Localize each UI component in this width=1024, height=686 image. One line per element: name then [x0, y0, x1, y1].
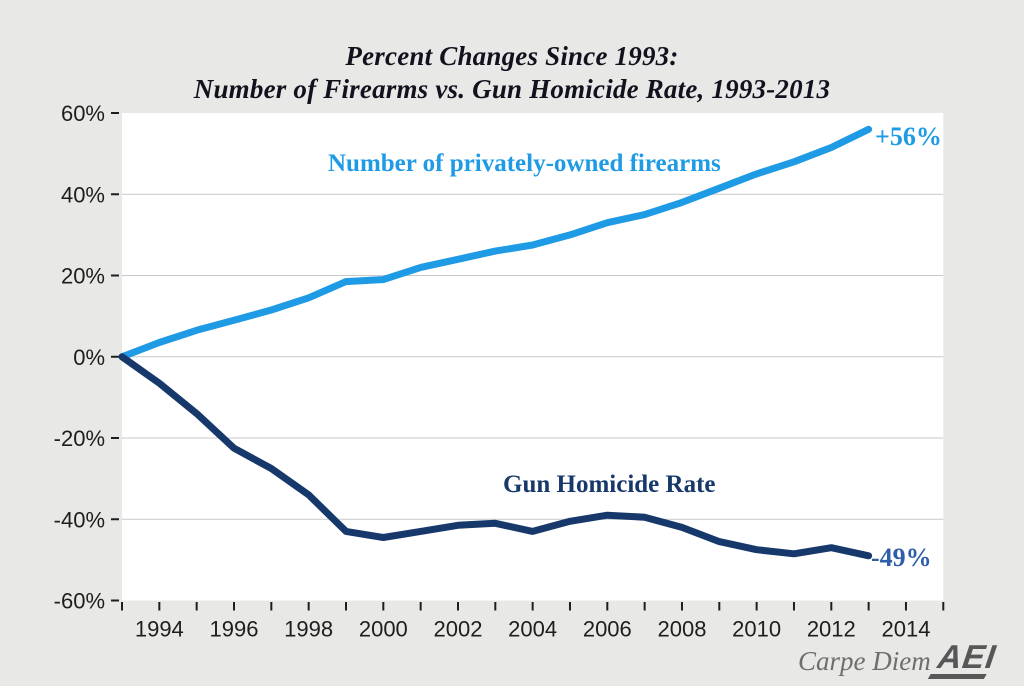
y-axis-tick-label: -40% [54, 507, 105, 532]
firearms-series-label: Number of privately-owned firearms [328, 150, 721, 177]
x-axis-tick-label: 1996 [210, 617, 259, 642]
x-axis-tick-label: 2002 [434, 617, 483, 642]
y-axis-tick-label: -60% [54, 589, 105, 614]
y-axis-tick-label: 0% [73, 345, 105, 370]
y-axis-tick-label: 20% [61, 264, 105, 289]
y-axis-tick-label: 40% [61, 182, 105, 207]
page-title: Percent Changes Since 1993: Number of Fi… [0, 40, 1024, 106]
x-axis-tick-label: 2000 [359, 617, 408, 642]
homicide-series-label: Gun Homicide Rate [503, 471, 716, 498]
aei-logo-underline [927, 674, 987, 679]
firearms-line [118, 125, 873, 361]
y-axis-tick-label: 60% [61, 101, 105, 126]
carpe-diem-credit: Carpe Diem [798, 646, 931, 676]
aei-logo: AEI [927, 638, 999, 679]
page-title-line2: Number of Firearms vs. Gun Homicide Rate… [193, 74, 831, 104]
y-axis-tick-label: -20% [54, 426, 105, 451]
page-title-line1: Percent Changes Since 1993: [345, 41, 679, 71]
x-axis-tick-label: 2004 [508, 617, 557, 642]
homicide-end-value-label: -49% [871, 543, 932, 572]
x-axis-tick-label: 2010 [732, 617, 781, 642]
x-axis-tick-label: 1998 [284, 617, 333, 642]
x-axis-tick-label: 2012 [807, 617, 856, 642]
x-axis-tick-label: 2006 [583, 617, 632, 642]
firearms-end-value-label: +56% [875, 122, 942, 151]
homicide-line [118, 353, 873, 560]
x-axis-tick-label: 1994 [135, 617, 184, 642]
aei-logo-text: AEI [935, 638, 999, 675]
x-axis-tick-label: 2008 [658, 617, 707, 642]
x-axis-tick-label: 2014 [881, 617, 930, 642]
